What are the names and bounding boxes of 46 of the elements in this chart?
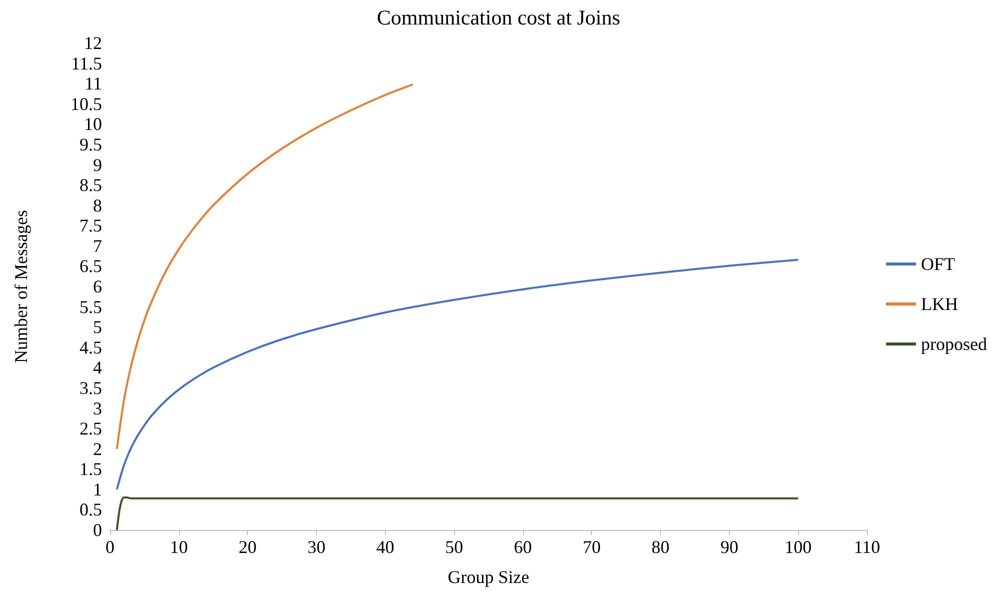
line-series — [116, 83, 414, 450]
y-tick-label: 9.5 — [80, 134, 102, 154]
x-tick-label: 0 — [106, 537, 114, 557]
x-tick-label: 10 — [170, 537, 188, 557]
y-tick-label: 2.5 — [80, 418, 102, 439]
y-tick-label: 8 — [93, 195, 102, 216]
y-tick-label: 4 — [93, 358, 102, 378]
y-tick-label: 8.5 — [80, 175, 102, 196]
x-tick-label: 80 — [652, 537, 670, 557]
y-tick-label: 0 — [93, 520, 102, 540]
line-series — [116, 496, 800, 531]
y-tick-label: 3.5 — [80, 378, 102, 398]
legend-label: OFT — [921, 254, 956, 274]
x-tick-label: 60 — [514, 537, 532, 557]
x-tick-label: 110 — [854, 537, 880, 557]
x-tick-label: 100 — [784, 537, 812, 557]
y-tick-label: 5 — [93, 317, 102, 338]
y-tick-label: 11.5 — [71, 53, 102, 74]
y-tick-label: 7 — [93, 236, 102, 256]
y-tick-label: 4.5 — [80, 337, 102, 358]
y-tick-label: 2 — [93, 438, 102, 459]
y-tick-label: 1.5 — [80, 459, 102, 480]
legend-label: proposed — [921, 334, 988, 354]
x-tick-label: 20 — [238, 537, 257, 557]
y-tick-label: 6 — [93, 276, 102, 296]
x-tick-label: 30 — [307, 537, 326, 557]
y-tick-label: 1 — [93, 479, 102, 500]
y-tick-label: 0.5 — [80, 500, 102, 520]
line-series — [116, 258, 800, 490]
legend-label: LKH — [921, 294, 958, 314]
y-tick-label: 9 — [93, 154, 102, 175]
y-tick-label: 10.5 — [70, 94, 102, 114]
x-axis-title: Group Size — [448, 567, 530, 587]
y-axis-title: Number of Messages — [11, 210, 31, 363]
x-tick-label: 70 — [582, 537, 601, 557]
x-tick-label: 40 — [376, 537, 394, 557]
y-tick-label: 6.5 — [80, 256, 102, 276]
y-tick-label: 7.5 — [80, 216, 102, 236]
chart-title: Communication cost at Joins — [376, 6, 620, 30]
y-tick-label: 10 — [84, 114, 102, 134]
y-tick-label: 3 — [93, 398, 102, 418]
x-tick-label: 50 — [445, 537, 464, 557]
y-tick-label: 11 — [84, 74, 102, 94]
x-tick-label: 90 — [720, 537, 738, 557]
y-tick-label: 12 — [84, 33, 102, 53]
y-tick-label: 5.5 — [80, 296, 102, 317]
